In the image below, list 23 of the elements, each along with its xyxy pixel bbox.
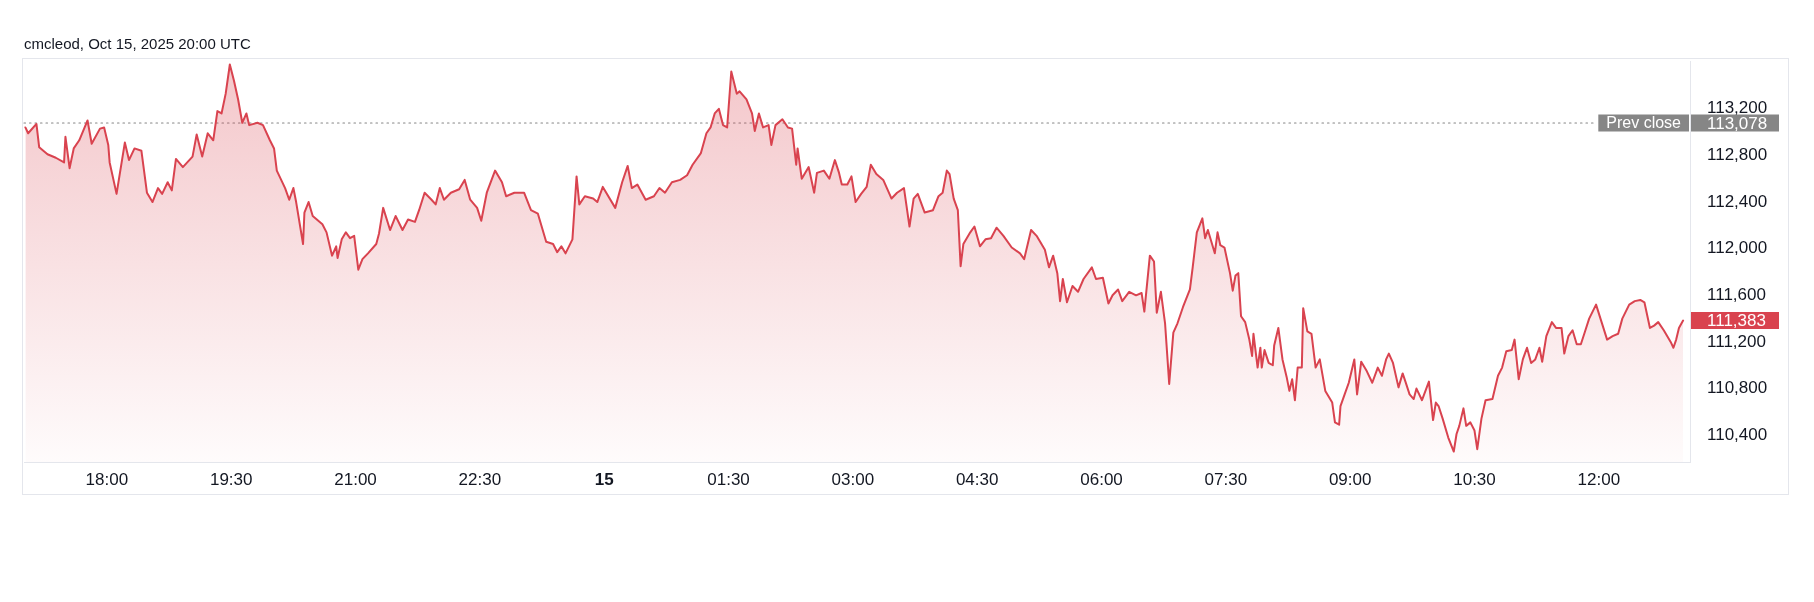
x-tick-label: 21:00 — [334, 469, 377, 489]
x-tick-label: 12:00 — [1577, 469, 1621, 489]
x-tick-label: 04:30 — [955, 469, 999, 489]
x-tick-label: 19:30 — [209, 469, 253, 489]
x-tick-label: 06:00 — [1080, 469, 1123, 489]
x-tick-label: 22:30 — [458, 469, 502, 489]
x-tick-label: 10:30 — [1453, 469, 1496, 489]
x-tick-label: 01:30 — [707, 469, 750, 489]
y-tick-label: 111,200 — [1707, 331, 1766, 351]
y-tick-label: 112,000 — [1707, 238, 1768, 258]
y-tick-label: 110,800 — [1707, 378, 1768, 398]
annotation: 111,383 — [1707, 311, 1766, 331]
x-tick-label: 18:00 — [85, 469, 129, 489]
x-tick-label: 03:00 — [831, 469, 875, 489]
x-tick-label: 09:00 — [1328, 469, 1372, 489]
y-tick-label: 110,400 — [1707, 424, 1768, 444]
y-tick-label: 112,800 — [1707, 145, 1768, 165]
x-tick-label: 07:30 — [1204, 469, 1248, 489]
y-tick-label: 112,400 — [1707, 191, 1768, 211]
text: cmcleod, Oct 15, 2025 20:00 UTC — [24, 35, 251, 52]
ref-line-label: Prev close — [1606, 114, 1682, 132]
y-tick-label: 111,600 — [1707, 284, 1766, 304]
x-tick-label: 15 — [594, 469, 614, 489]
